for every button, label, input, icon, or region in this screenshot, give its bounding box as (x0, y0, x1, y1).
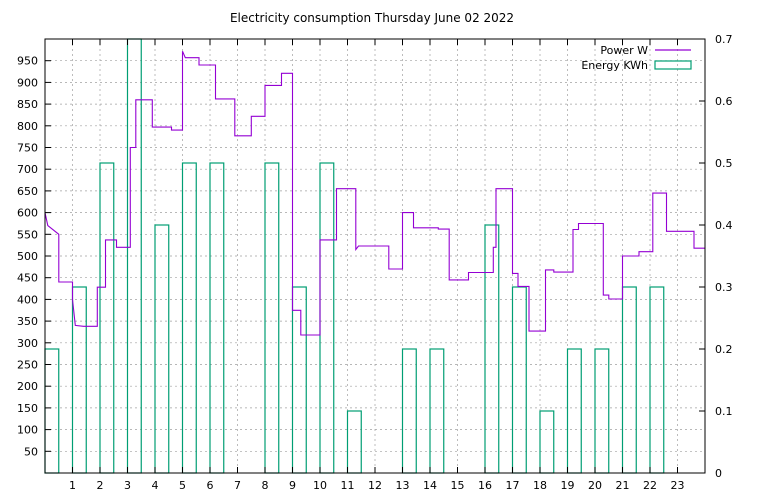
y-right-tick-label: 0.1 (715, 405, 733, 418)
y-left-tick-label: 100 (17, 424, 38, 437)
energy-bar-17 (511, 286, 527, 474)
y-left-tick-label: 150 (17, 402, 38, 415)
x-tick-label: 14 (423, 479, 437, 492)
energy-bar-20 (594, 348, 610, 474)
x-tick-label: 18 (533, 479, 547, 492)
energy-bar-6 (209, 162, 225, 474)
chart-title: Electricity consumption Thursday June 02… (230, 11, 514, 25)
legend-swatch-energy (654, 60, 692, 70)
energy-bar-19 (566, 348, 582, 474)
energy-bar-9 (291, 286, 307, 474)
power-line-layer (44, 50, 705, 336)
energy-bar-16 (484, 224, 500, 474)
x-tick-label: 6 (207, 479, 214, 492)
x-tick-label: 23 (671, 479, 685, 492)
energy-bar-10 (319, 162, 335, 474)
energy-bar-8 (264, 162, 280, 474)
x-tick-label: 9 (289, 479, 296, 492)
y-left-tick-label: 50 (24, 445, 38, 458)
y-left-tick-label: 850 (17, 98, 38, 111)
energy-bar-13 (401, 348, 417, 474)
y-left-tick-label: 250 (17, 359, 38, 372)
y-left-tick-label: 800 (17, 120, 38, 133)
x-tick-label: 16 (478, 479, 492, 492)
x-tick-label: 8 (262, 479, 269, 492)
y-left-tick-label: 750 (17, 142, 38, 155)
x-tick-label: 21 (616, 479, 630, 492)
x-tick-label: 12 (368, 479, 382, 492)
x-tick-label: 2 (97, 479, 104, 492)
y-left-tick-label: 600 (17, 207, 38, 220)
energy-bar-22 (649, 286, 665, 474)
x-tick-label: 3 (124, 479, 131, 492)
x-tick-label: 10 (313, 479, 327, 492)
y-left-tick-label: 700 (17, 163, 38, 176)
energy-bar-0 (44, 348, 60, 474)
energy-bar-14 (429, 348, 445, 474)
y-right-tick-label: 0.2 (715, 343, 733, 356)
energy-bar-4 (154, 224, 170, 474)
legend: Power W Energy KWh (581, 44, 692, 72)
x-tick-label: 19 (561, 479, 575, 492)
y-left-tick-label: 200 (17, 380, 38, 393)
y-right-tick-label: 0.7 (715, 33, 733, 46)
x-tick-label: 13 (396, 479, 410, 492)
x-tick-label: 4 (152, 479, 159, 492)
y-right-tick-label: 0.4 (715, 219, 733, 232)
energy-bar-3 (126, 38, 142, 474)
y-left-tick-label: 900 (17, 76, 38, 89)
energy-bar-21 (621, 286, 637, 474)
y-left-tick-label: 450 (17, 272, 38, 285)
x-tick-label: 20 (588, 479, 602, 492)
y-left-tick-label: 300 (17, 337, 38, 350)
y-left-tick-label: 500 (17, 250, 38, 263)
energy-bar-5 (181, 162, 197, 474)
y-left-tick-label: 950 (17, 55, 38, 68)
legend-label-power: Power W (600, 44, 648, 57)
power-series-line (44, 50, 705, 336)
x-tick-label: 22 (643, 479, 657, 492)
y-left-tick-label: 550 (17, 228, 38, 241)
energy-bar-11 (346, 410, 362, 474)
y-left-tick-label: 650 (17, 185, 38, 198)
y-right-tick-label: 0.5 (715, 157, 733, 170)
y-right-tick-label: 0.6 (715, 95, 733, 108)
axes: 1 2 3 4 5 6 7 8 9 10 11 12 13 14 15 16 17 18 19 20 21 22 23501… (17, 33, 733, 492)
x-tick-label: 5 (179, 479, 186, 492)
y-left-tick-label: 350 (17, 315, 38, 328)
energy-bar-18 (539, 410, 555, 474)
legend-label-energy: Energy KWh (581, 59, 648, 72)
y-left-tick-label: 400 (17, 293, 38, 306)
grid (45, 39, 705, 473)
x-tick-label: 1 (69, 479, 76, 492)
y-right-tick-label: 0.3 (715, 281, 733, 294)
energy-bar-2 (99, 162, 115, 474)
x-tick-label: 7 (234, 479, 241, 492)
x-tick-label: 17 (506, 479, 520, 492)
y-right-tick-label: 0 (715, 467, 722, 480)
x-tick-label: 15 (451, 479, 465, 492)
x-tick-label: 11 (341, 479, 355, 492)
